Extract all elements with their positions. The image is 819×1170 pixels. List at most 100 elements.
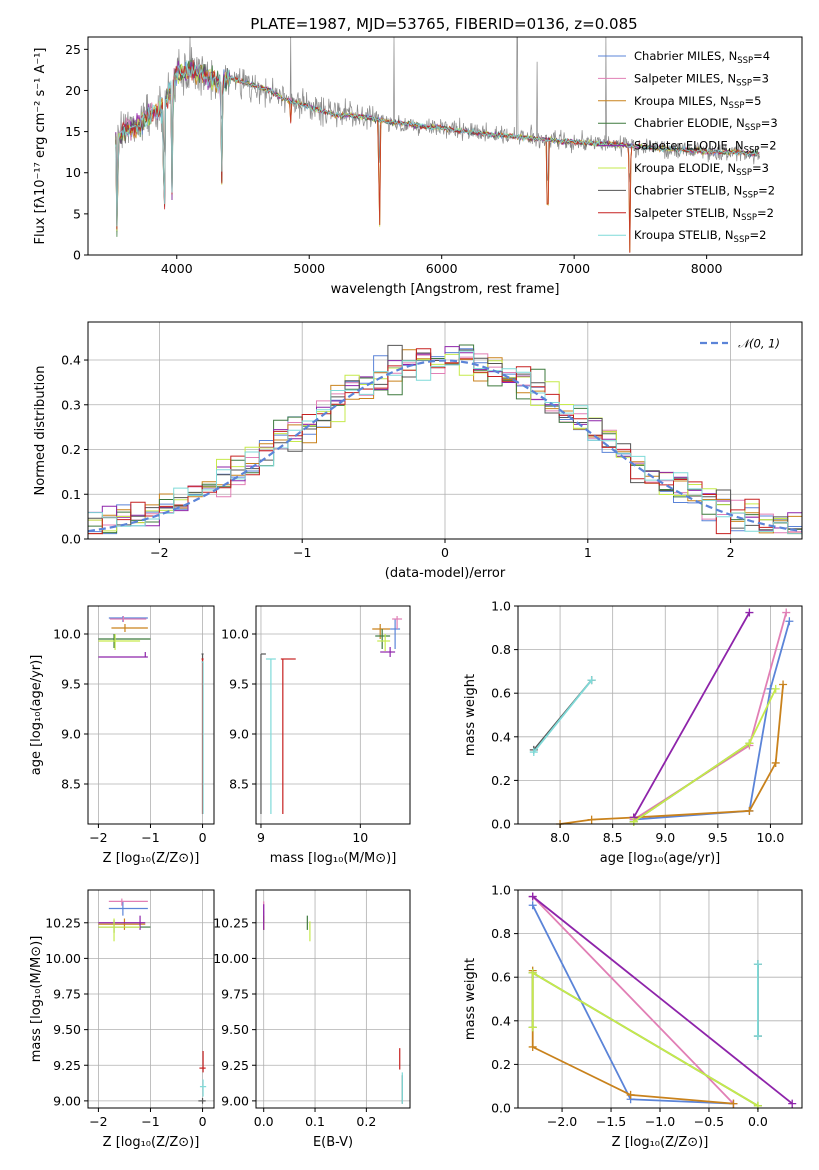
legend-entry: Salpeter ELODIE, NSSP=2	[634, 139, 777, 156]
legend-tail: =2	[758, 183, 775, 197]
legend-subscript: SSP	[742, 190, 758, 200]
legend-label: Chabrier STELIB, N	[634, 183, 742, 197]
legend-entry: Kroupa MILES, NSSP=5	[634, 94, 761, 111]
panel-mass_vs_EBV: 0.0 0.1 0.2 9.00 9.25 9.50 9.75 10.00 10.25 E(B-V…	[213, 889, 411, 1150]
weight-marker	[587, 815, 596, 824]
panel-weight_vs_Z: −2.0 −1.5 −1.0 −0.5 0.0 0.0 0.2 0.4 0.6 0.8 1.0 Z […	[463, 883, 803, 1150]
weight-marker	[529, 748, 538, 757]
x-tick-label: 1	[584, 545, 592, 560]
weight-marker	[626, 1090, 635, 1099]
weight-marker	[753, 960, 762, 969]
panel-age_vs_Z: −2 −1 0 8.5 9.0 9.5 10.0 Z [log₁₀(Z/Z⊙)] age [lo…	[29, 605, 215, 866]
legend-label: Kroupa MILES, N	[634, 94, 729, 108]
x-axis-label: Z [log₁₀(Z/Z⊙)]	[103, 1135, 200, 1150]
x-tick-label: 6000	[426, 261, 458, 276]
axes-frame	[255, 889, 411, 1109]
legend-tail: =2	[760, 139, 777, 153]
y-tick-label: 0.6	[491, 686, 511, 701]
axes-frame	[87, 36, 803, 256]
y-axis-label: mass weight	[463, 674, 478, 756]
weight-marker	[729, 1099, 738, 1108]
figure-title: PLATE=1987, MJD=53765, FIBERID=0136, z=0…	[250, 15, 637, 33]
weight-line-4	[532, 895, 793, 1105]
y-tick-label: 8.5	[229, 777, 249, 792]
y-tick-label: 9.5	[61, 677, 81, 692]
x-tick-label: −1.5	[596, 1114, 626, 1129]
legend-entry: Salpeter MILES, NSSP=3	[634, 71, 769, 88]
x-tick-label: 9.0	[655, 830, 675, 845]
weight-marker	[528, 1023, 537, 1032]
y-tick-label: 0.6	[491, 970, 511, 985]
y-tick-label: 0.2	[61, 442, 81, 457]
x-tick-label: 10.0	[757, 830, 785, 845]
legend-label: Salpeter STELIB, N	[634, 206, 741, 220]
x-axis-label: Z [log₁₀(Z/Z⊙)]	[103, 851, 200, 866]
panel-residuals: −2 −1 0 1 2 0.0 0.1 0.2 0.3 0.4 (data-model)/error…	[33, 321, 803, 581]
y-tick-label: 9.5	[229, 677, 249, 692]
weight-marker	[528, 968, 537, 977]
weight-marker	[771, 758, 780, 767]
weight-marker	[745, 608, 754, 617]
legend-subscript: SSP	[736, 78, 752, 88]
y-tick-label: 9.75	[53, 987, 81, 1002]
legend-tail: =2	[757, 206, 774, 220]
y-tick-label: 0.2	[491, 773, 511, 788]
y-tick-label: 1.0	[491, 883, 511, 898]
legend-entry: Chabrier MILES, NSSP=4	[634, 49, 770, 66]
y-tick-label: 0.1	[61, 487, 81, 502]
y-axis-label: mass weight	[463, 958, 478, 1040]
y-tick-label: 15	[65, 124, 81, 139]
x-tick-label: −0.5	[694, 1114, 724, 1129]
x-tick-label: 5000	[293, 261, 325, 276]
legend-subscript: SSP	[736, 168, 752, 178]
axes-frame	[255, 605, 411, 825]
weight-line-1	[532, 895, 735, 1105]
x-tick-label: 7000	[558, 261, 590, 276]
legend-subscript: SSP	[734, 235, 750, 245]
weight-marker	[587, 676, 596, 685]
axes-frame	[87, 889, 215, 1109]
y-tick-label: 0.4	[61, 353, 81, 368]
normal-reference-curve	[88, 359, 802, 533]
weight-marker	[753, 1032, 762, 1041]
legend-tail: =3	[761, 116, 778, 130]
model-spectrum-8	[115, 60, 760, 227]
x-tick-label: −1	[141, 1114, 159, 1129]
weight-marker	[528, 892, 537, 901]
x-tick-label: 8.0	[550, 830, 570, 845]
weight-line-5	[531, 971, 759, 1107]
y-tick-label: 9.00	[53, 1093, 81, 1108]
y-tick-label: 0.3	[61, 397, 81, 412]
legend-label: Kroupa STELIB, N	[634, 228, 734, 242]
y-tick-label: 10.0	[221, 627, 249, 642]
y-tick-label: 0.4	[491, 1013, 511, 1028]
x-axis-label: age [log₁₀(age/yr)]	[600, 851, 721, 866]
y-tick-label: 10.0	[53, 627, 81, 642]
y-tick-label: 9.50	[53, 1022, 81, 1037]
legend-entry: Kroupa STELIB, NSSP=2	[634, 228, 766, 245]
y-tick-label: 20	[65, 83, 81, 98]
mass_vs_Z-points	[98, 898, 207, 1104]
x-tick-label: −2	[89, 1114, 107, 1129]
weight-line-4	[632, 612, 751, 818]
y-tick-label: 9.25	[53, 1058, 81, 1073]
y-tick-label: 10.25	[45, 915, 81, 930]
residual-legend: 𝒩(0, 1)	[700, 337, 780, 351]
x-tick-label: 0	[199, 1114, 207, 1129]
y-tick-label: 10	[65, 165, 81, 180]
histogram-8	[88, 350, 802, 535]
x-axis-label: Z [log₁₀(Z/Z⊙)]	[612, 1135, 709, 1150]
x-tick-label: −1	[293, 545, 311, 560]
legend-tail: =3	[752, 161, 769, 175]
y-axis-label: age [log₁₀(age/yr)]	[29, 655, 44, 776]
panel-mass_vs_Z: −2 −1 0 9.00 9.25 9.50 9.75 10.00 10.25 Z [log₁₀(…	[29, 889, 215, 1150]
y-tick-label: 0	[73, 248, 81, 263]
legend-entry: Salpeter STELIB, NSSP=2	[634, 206, 774, 223]
legend-tail: =2	[749, 228, 766, 242]
weight-line-2	[559, 684, 784, 825]
y-tick-label: 9.25	[221, 1058, 249, 1073]
weight-marker	[782, 608, 791, 617]
weight-marker	[788, 1099, 797, 1108]
x-axis-label: E(B-V)	[313, 1135, 353, 1150]
x-tick-label: 9	[257, 830, 265, 845]
